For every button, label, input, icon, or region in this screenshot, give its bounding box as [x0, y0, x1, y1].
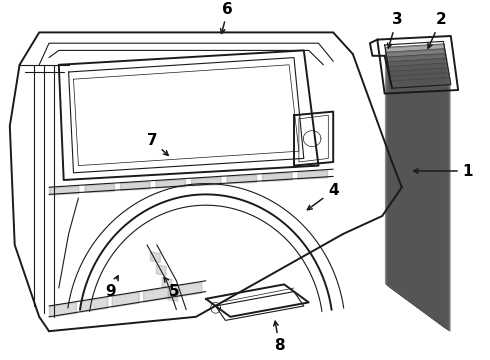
Text: 3: 3 — [388, 12, 402, 48]
Text: 5: 5 — [164, 277, 179, 299]
Text: 8: 8 — [274, 321, 285, 353]
Text: 6: 6 — [220, 1, 233, 33]
Text: 7: 7 — [147, 133, 168, 156]
Text: 4: 4 — [307, 183, 339, 210]
Text: 9: 9 — [105, 276, 118, 299]
Text: 1: 1 — [414, 163, 473, 179]
Text: 2: 2 — [428, 12, 446, 48]
